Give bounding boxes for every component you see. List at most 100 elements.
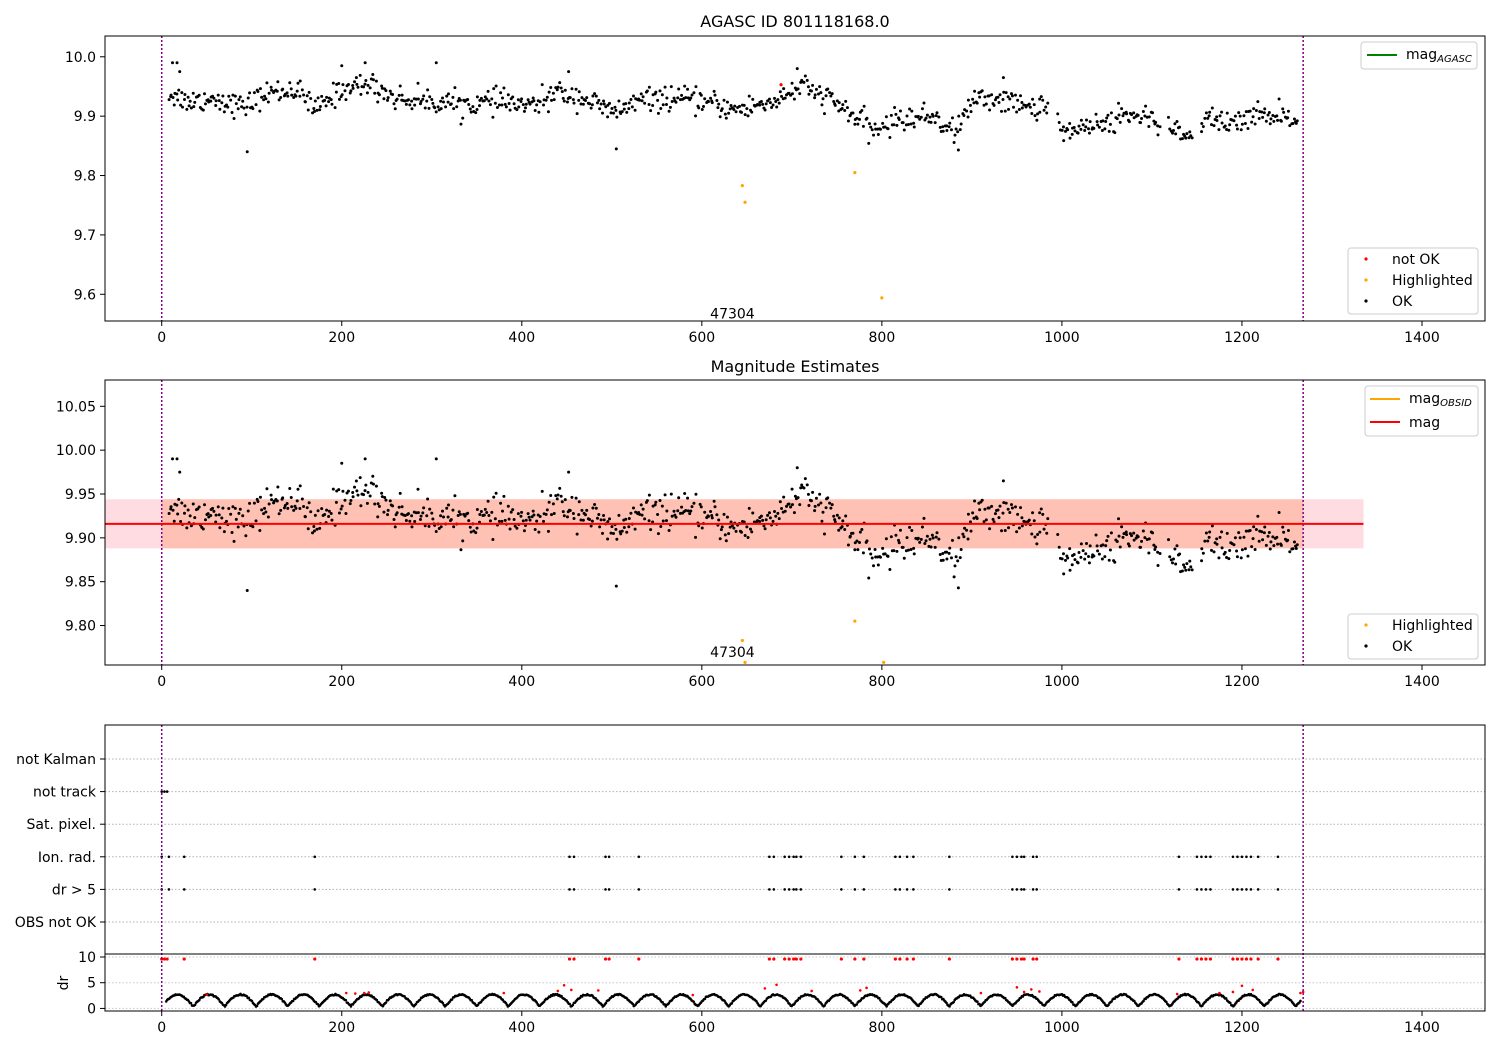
ok-point (686, 509, 690, 513)
ok-point (835, 513, 839, 517)
ok-point (984, 518, 988, 522)
ok-point (1016, 512, 1020, 516)
ok-point (961, 532, 965, 536)
ok-point (712, 89, 716, 93)
ok-point (1081, 549, 1085, 553)
ok-point (1084, 125, 1088, 129)
ok-point (226, 105, 230, 109)
ok-point (638, 512, 642, 516)
ok-point (262, 512, 266, 516)
ok-point (1227, 557, 1231, 561)
ok-point (935, 111, 939, 115)
flag-point (772, 855, 776, 859)
ok-point (182, 511, 186, 515)
ok-point (959, 122, 963, 126)
flag-point (792, 855, 795, 859)
ok-point (950, 538, 954, 542)
ok-point (236, 525, 240, 529)
ok-point (1045, 531, 1049, 535)
ok-point (430, 97, 434, 101)
ok-point (654, 90, 658, 94)
ok-point (374, 79, 378, 83)
ok-point (908, 525, 912, 529)
ok-point (1038, 110, 1042, 114)
ok-point (813, 93, 817, 97)
ok-point (837, 516, 841, 520)
ok-point (428, 507, 432, 511)
ok-point (1115, 117, 1119, 121)
ok-point (953, 564, 957, 568)
ok-point (746, 114, 750, 118)
ok-point (1257, 116, 1261, 120)
flag-point (1249, 855, 1253, 859)
ok-point (391, 93, 395, 97)
ok-point (1001, 76, 1005, 80)
legend-mag-label: mag (1409, 415, 1440, 431)
flag-point (787, 855, 791, 859)
dr-point (1003, 996, 1007, 1000)
ok-point (441, 100, 445, 104)
ok-point (745, 107, 749, 111)
ok-point (785, 504, 789, 508)
ok-point (853, 122, 857, 126)
ok-point (1056, 112, 1060, 116)
ok-point (1143, 536, 1147, 540)
ok-point (631, 506, 635, 510)
ok-point (340, 64, 344, 68)
ok-point (593, 92, 597, 96)
flag-point (1236, 888, 1239, 891)
ok-point (555, 497, 559, 501)
ok-point (306, 108, 310, 112)
ok-point (1013, 505, 1017, 509)
ok-point (983, 95, 987, 99)
ok-point (486, 89, 490, 93)
ok-point (941, 125, 945, 129)
flag-point (1015, 855, 1019, 859)
ok-point (945, 550, 949, 554)
ok-point (614, 108, 618, 112)
ok-point (958, 128, 962, 132)
ok-point (456, 99, 460, 103)
ok-point (649, 528, 653, 532)
ok-point (972, 516, 976, 520)
ok-point (604, 105, 608, 109)
ok-point (733, 104, 737, 108)
ok-point (227, 506, 231, 510)
panel2-line-legend: magOBSID mag (1364, 385, 1479, 437)
ok-point (1207, 114, 1211, 118)
ok-point (244, 113, 248, 117)
ok-point (251, 525, 255, 529)
ok-point (423, 106, 427, 110)
ok-point (1175, 120, 1179, 124)
ok-point (1174, 562, 1178, 566)
ok-point (826, 87, 830, 91)
ok-point (355, 82, 359, 86)
ok-point (1239, 128, 1243, 132)
ok-point (990, 504, 994, 508)
ok-point (581, 102, 585, 106)
ok-point (971, 97, 975, 101)
ok-point (610, 107, 614, 111)
ok-point (346, 489, 350, 493)
x-tick-label: 1400 (1404, 1020, 1440, 1036)
ok-point (1248, 109, 1252, 113)
flag-row-label: dr > 5 (52, 882, 96, 898)
ok-point (809, 89, 813, 93)
ok-point (491, 537, 495, 541)
ok-point (397, 505, 401, 509)
panel1-frame (104, 35, 1486, 322)
ok-point (1024, 105, 1028, 109)
ok-point (1185, 132, 1189, 136)
ok-point (391, 504, 395, 508)
flag-point (1195, 888, 1199, 891)
ok-point (238, 507, 242, 511)
ok-point (1158, 551, 1162, 555)
ok-point (1118, 545, 1122, 549)
ok-point (312, 106, 316, 110)
ok-point (720, 107, 724, 111)
ok-point (182, 97, 186, 101)
flag-point (768, 888, 771, 891)
ok-point (858, 530, 862, 534)
ok-point (1070, 563, 1074, 567)
ok-point (479, 510, 483, 514)
